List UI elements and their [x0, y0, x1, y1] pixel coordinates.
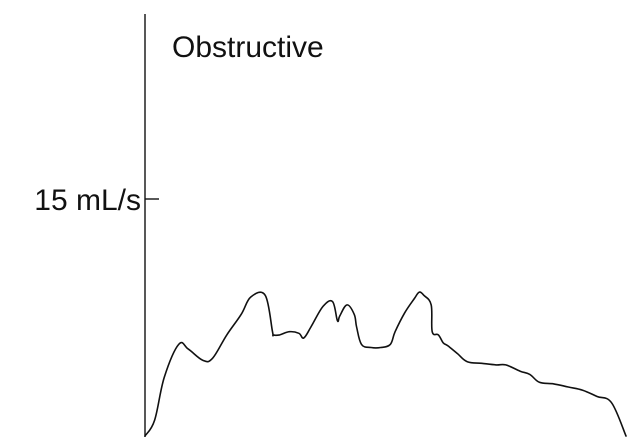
y-ticks: 15 mL/s: [34, 184, 159, 217]
y-tick-label-0: 15 mL/s: [34, 184, 141, 217]
series-line-obstructive-flow: [144, 291, 627, 437]
chart-title: Obstructive: [172, 31, 324, 64]
